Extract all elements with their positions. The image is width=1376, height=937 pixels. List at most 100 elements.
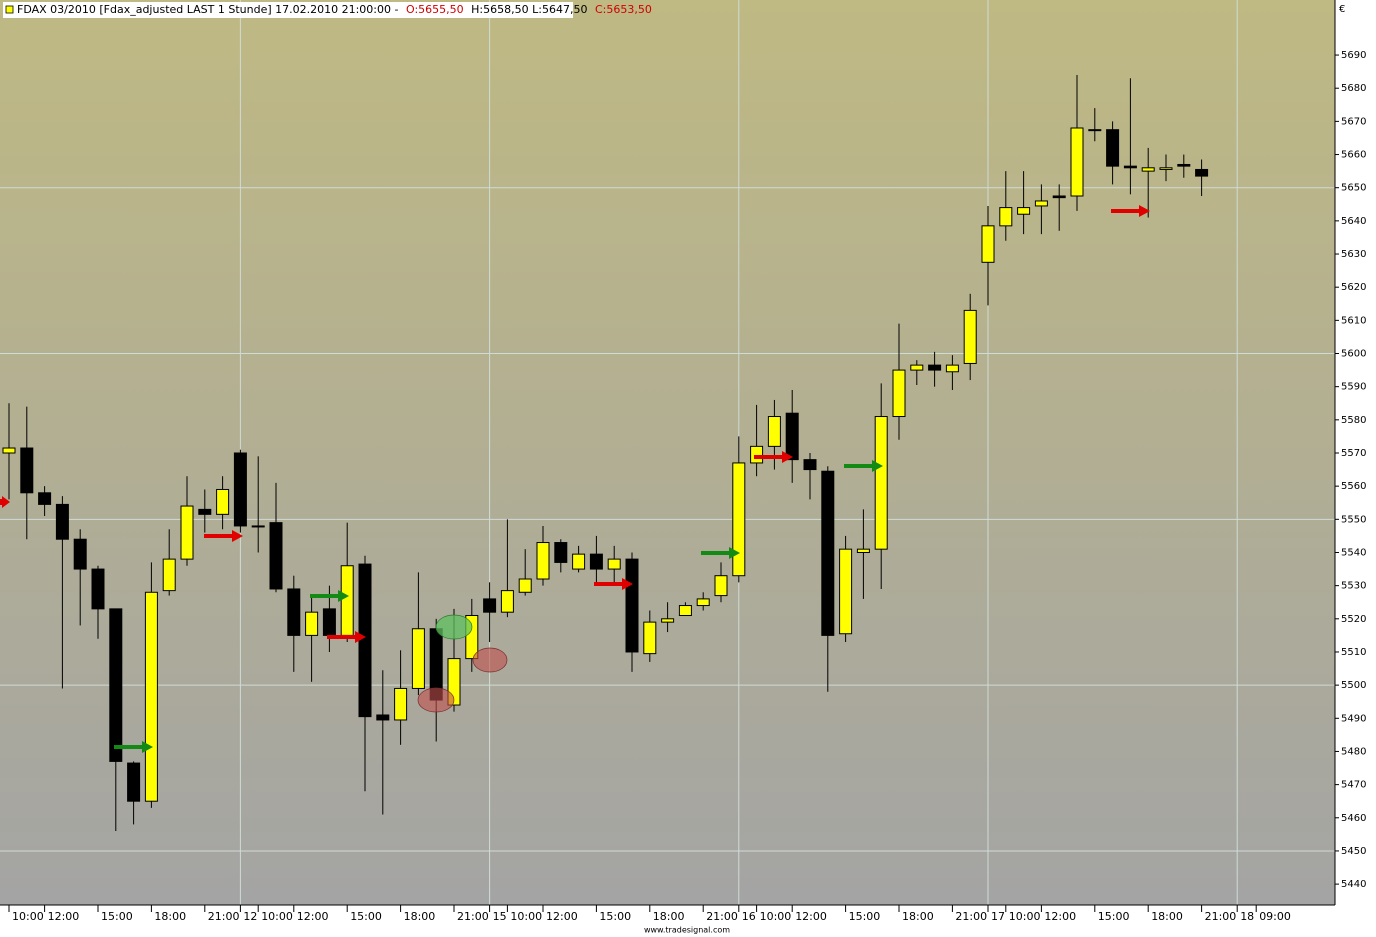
- candle-body: [945, 364, 959, 373]
- x-tick-label: 12:00: [795, 910, 827, 923]
- signal-ellipse: [417, 687, 455, 713]
- x-tick-label: 15:00: [350, 910, 382, 923]
- candle-body: [999, 207, 1013, 227]
- x-tick-label: 10:00: [760, 910, 792, 923]
- candle-body: [732, 462, 746, 577]
- x-tick-label: 10:00: [1009, 910, 1041, 923]
- y-tick-label: 5600: [1341, 349, 1366, 360]
- y-tick-label: 5690: [1341, 50, 1366, 61]
- x-day-label: 18: [1240, 910, 1254, 923]
- x-tick-label: 21:00: [457, 910, 489, 923]
- x-tick-label: 18:00: [902, 910, 934, 923]
- y-tick-label: 5680: [1341, 83, 1366, 94]
- candle-body: [767, 416, 781, 447]
- signal-arrow: [0, 496, 10, 508]
- x-day-label: 15: [493, 910, 507, 923]
- header-icon: [5, 5, 14, 14]
- candle-body: [20, 447, 34, 494]
- candle-body: [1195, 168, 1209, 177]
- y-tick-label: 5440: [1341, 879, 1366, 890]
- candle-body: [1017, 207, 1031, 215]
- x-tick-label: 15:00: [599, 910, 631, 923]
- x-day-label: 17: [991, 910, 1005, 923]
- signals: [0, 205, 1150, 753]
- candle-body: [358, 563, 372, 718]
- signal-arrow: [327, 631, 366, 643]
- y-tick-label: 5620: [1341, 282, 1366, 293]
- candle-body: [750, 445, 764, 464]
- y-tick-label: 5650: [1341, 183, 1366, 194]
- candle-body: [198, 508, 212, 515]
- x-tick-label: 18:00: [1151, 910, 1183, 923]
- candle-body: [572, 553, 586, 570]
- x-tick-label: 15:00: [849, 910, 881, 923]
- candle-body: [269, 522, 283, 590]
- candle-body: [180, 505, 194, 560]
- x-tick-label: 21:00: [1205, 910, 1237, 923]
- candle-body: [589, 553, 603, 570]
- y-tick-label: 5500: [1341, 680, 1366, 691]
- y-tick-label: 5610: [1341, 315, 1366, 326]
- x-tick-label: 18:00: [154, 910, 186, 923]
- x-tick-label: 15:00: [101, 910, 133, 923]
- candle-body: [127, 762, 141, 802]
- x-tick-label: 21:00: [706, 910, 738, 923]
- y-tick-label: 5480: [1341, 746, 1366, 757]
- signal-arrow: [594, 578, 633, 590]
- signal-arrow: [844, 460, 883, 472]
- candle-body: [1141, 167, 1155, 172]
- x-tick-label: 10:00: [12, 910, 44, 923]
- candle-body: [2, 447, 16, 454]
- x-tick-label: 12:00: [297, 910, 329, 923]
- y-tick-label: 5450: [1341, 846, 1366, 857]
- candle-body: [287, 588, 301, 636]
- candle-body: [376, 714, 390, 721]
- candles: [2, 74, 1209, 832]
- candle-body: [856, 548, 870, 553]
- signal-arrow: [1111, 205, 1150, 217]
- axes: 5440 5450 5460 5470 5480 5490 5500 5510 5520 5530…: [8, 50, 1366, 923]
- y-tick-label: 5570: [1341, 448, 1366, 459]
- candle-body: [322, 608, 336, 636]
- candle-body: [233, 452, 247, 527]
- candle-body: [1106, 129, 1120, 167]
- y-tick-label: 5580: [1341, 415, 1366, 426]
- candle-body: [216, 488, 230, 515]
- x-tick-label: 21:00: [208, 910, 240, 923]
- candle-body: [1088, 129, 1102, 132]
- candle-body: [340, 565, 354, 636]
- y-tick-label: 5550: [1341, 514, 1366, 525]
- y-tick-label: 5590: [1341, 382, 1366, 393]
- candle-body: [109, 608, 123, 762]
- y-tick-label: 5560: [1341, 481, 1366, 492]
- x-tick-label: 18:00: [404, 910, 436, 923]
- y-tick-label: 5530: [1341, 581, 1366, 592]
- y-tick-label: 5460: [1341, 813, 1366, 824]
- signal-arrow: [701, 547, 740, 559]
- candle-body: [625, 558, 639, 653]
- candle-body: [839, 548, 853, 635]
- header-open: O:5655,50: [406, 3, 464, 16]
- candle-body: [821, 470, 835, 636]
- y-tick-label: 5490: [1341, 713, 1366, 724]
- x-day-label: 12: [243, 910, 257, 923]
- candle-body: [518, 578, 532, 593]
- footer: www.tradesignal.com: [644, 926, 730, 935]
- y-tick-label: 5520: [1341, 614, 1366, 625]
- signal-arrow: [114, 741, 153, 753]
- x-tick-label: 21:00: [955, 910, 987, 923]
- signal-arrow: [310, 590, 349, 602]
- x-tick-label: 09:00: [1259, 910, 1291, 923]
- currency-label: €: [1339, 4, 1345, 15]
- candle-body: [928, 364, 942, 371]
- x-tick-label: 12:00: [48, 910, 80, 923]
- x-tick-label: 15:00: [1098, 910, 1130, 923]
- y-tick-label: 5510: [1341, 647, 1366, 658]
- candle-body: [696, 598, 710, 607]
- candle-body: [394, 687, 408, 721]
- candle-body: [483, 598, 497, 613]
- candle-body: [1123, 165, 1137, 169]
- header-title: FDAX 03/2010 [Fdax_adjusted LAST 1 Stund…: [17, 3, 399, 16]
- candle-body: [607, 558, 621, 570]
